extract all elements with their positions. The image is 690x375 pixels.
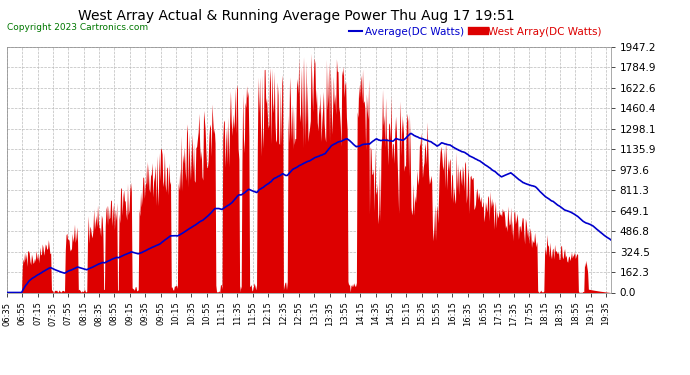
Text: Copyright 2023 Cartronics.com: Copyright 2023 Cartronics.com: [7, 23, 148, 32]
Legend: Average(DC Watts), West Array(DC Watts): Average(DC Watts), West Array(DC Watts): [345, 22, 605, 41]
Text: West Array Actual & Running Average Power Thu Aug 17 19:51: West Array Actual & Running Average Powe…: [79, 9, 515, 23]
